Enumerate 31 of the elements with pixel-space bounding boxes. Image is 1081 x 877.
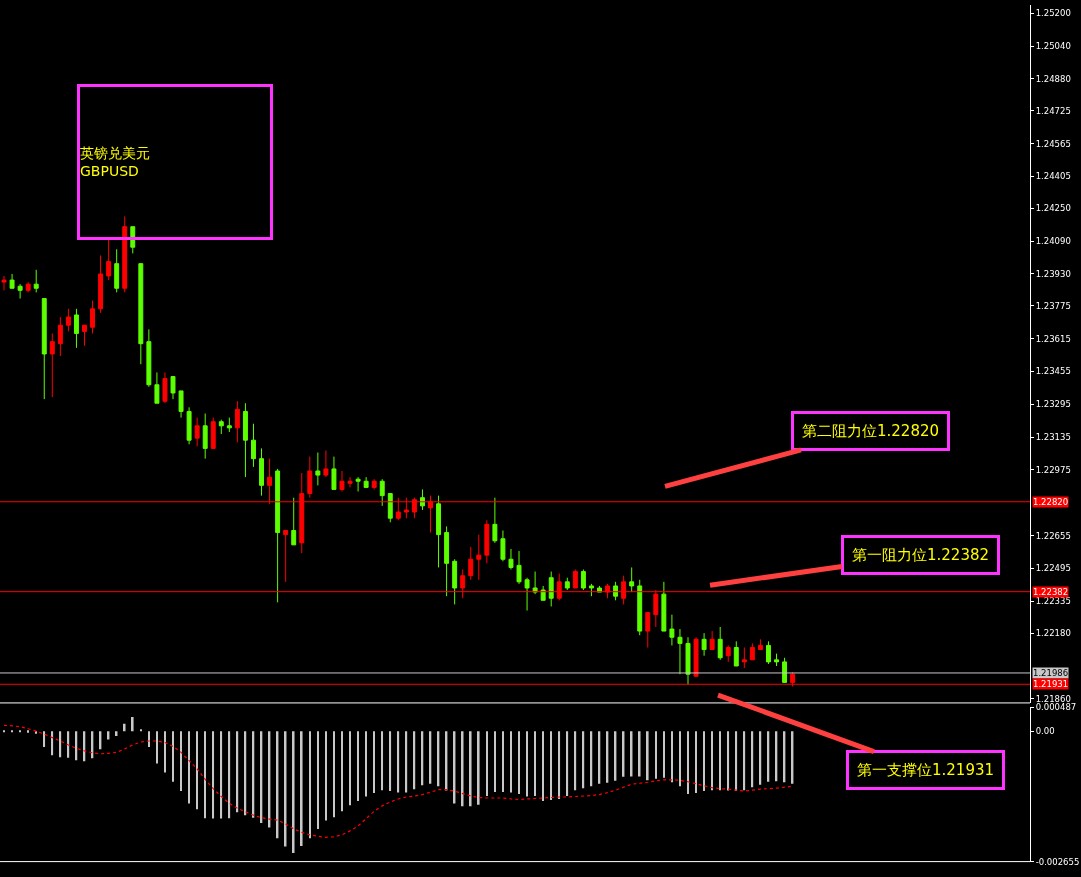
y-tick-label: 1.23930 [1035, 268, 1071, 279]
y-tick-label: 1.22335 [1035, 596, 1071, 607]
y-tick-label: 1.22180 [1035, 628, 1071, 639]
y-tick-label: 1.24565 [1035, 138, 1071, 149]
ref-line-label: 1.22820 [1033, 497, 1069, 507]
y-tick-label: 1.22975 [1035, 464, 1071, 475]
y-tick-label: 1.24725 [1035, 105, 1071, 116]
y-tick-label: 1.24405 [1035, 171, 1071, 182]
y-tick-label: 1.25040 [1035, 41, 1071, 52]
y-tick-label: 1.23135 [1035, 432, 1071, 443]
y-tick-label: 1.23455 [1035, 366, 1071, 377]
ref-line-label: 1.21986 [1033, 668, 1069, 678]
y-tick-label: 1.24880 [1035, 73, 1071, 84]
y-tick-label: 1.24250 [1035, 203, 1071, 214]
ref-line-label: 1.21931 [1033, 679, 1069, 689]
y-tick-label: -0.002655 [1035, 856, 1080, 867]
annotation: 英镑兑美元 GBPUSD [80, 144, 150, 180]
annotation: 第二阻力位1.22820 [802, 422, 940, 440]
annotation: 第一支撑位1.21931 [857, 761, 995, 779]
y-tick-label: 1.25200 [1035, 8, 1071, 19]
y-tick-label: 1.21860 [1035, 693, 1071, 704]
y-tick-label: 0.00 [1035, 726, 1055, 737]
annotation: 第一阻力位1.22382 [852, 546, 990, 564]
y-tick-label: 1.22495 [1035, 563, 1071, 574]
y-tick-label: 1.23775 [1035, 300, 1071, 311]
y-tick-label: 1.23295 [1035, 399, 1071, 410]
y-tick-label: 0.000487 [1035, 702, 1077, 713]
ref-line-label: 1.22382 [1033, 587, 1069, 597]
y-tick-label: 1.23615 [1035, 333, 1071, 344]
y-tick-label: 1.22655 [1035, 530, 1071, 541]
y-tick-label: 1.24090 [1035, 236, 1071, 247]
